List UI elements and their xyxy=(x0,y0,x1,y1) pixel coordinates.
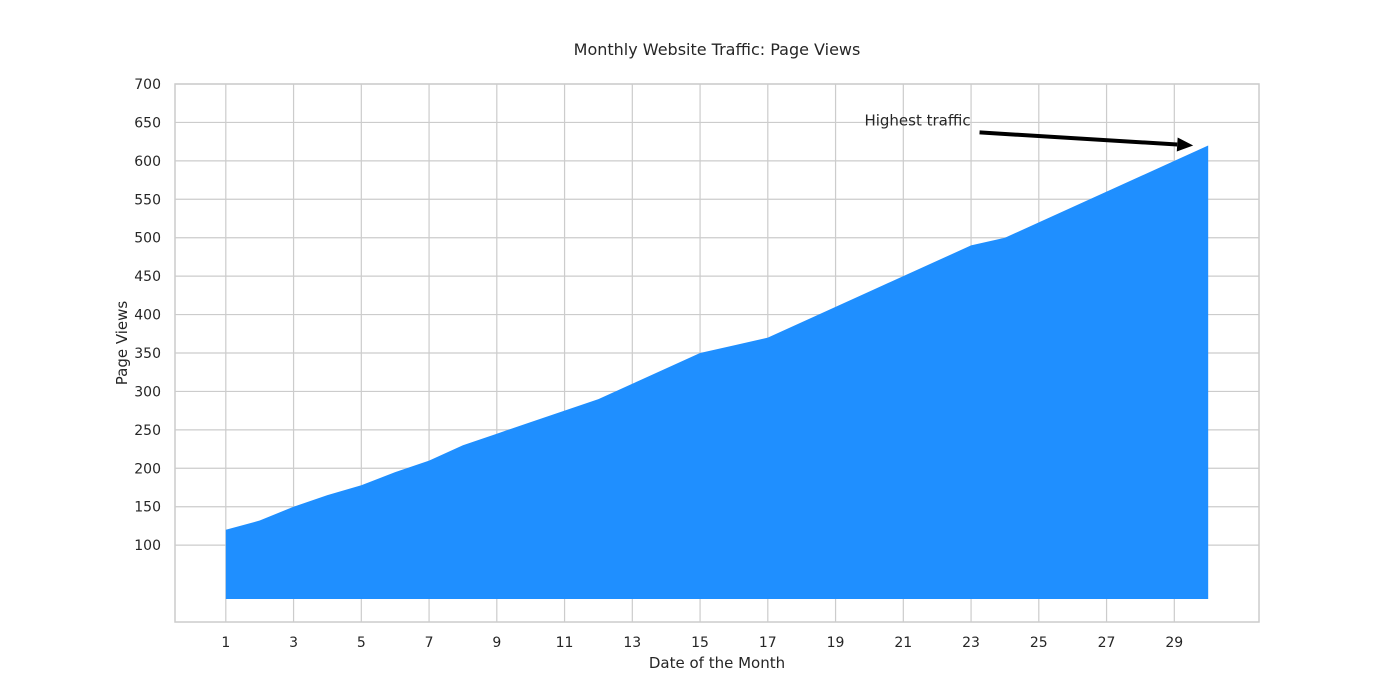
y-tick-label: 500 xyxy=(134,231,161,247)
y-tick-label: 600 xyxy=(134,154,161,170)
x-tick-label: 11 xyxy=(556,635,574,651)
x-tick-label: 3 xyxy=(289,635,298,651)
chart-title: Monthly Website Traffic: Page Views xyxy=(574,40,861,59)
x-tick-label: 15 xyxy=(691,635,709,651)
y-axis-label: Page Views xyxy=(113,301,131,386)
y-tick-label: 350 xyxy=(134,346,161,362)
x-tick-label: 19 xyxy=(827,635,845,651)
area-series xyxy=(225,145,1209,599)
x-tick-label: 17 xyxy=(759,635,777,651)
y-tick-label: 550 xyxy=(134,192,161,208)
annotation-text: Highest traffic xyxy=(864,111,970,129)
y-tick-label: 450 xyxy=(134,269,161,285)
x-tick-label: 1 xyxy=(221,635,230,651)
x-axis-ticks: 1 3 5 7 9 11 13 15 17 19 21 23 25 27 29 xyxy=(221,635,1183,651)
y-tick-label: 100 xyxy=(134,538,161,554)
annotation-arrow-shaft xyxy=(979,130,1178,147)
y-tick-label: 700 xyxy=(134,77,161,93)
x-tick-label: 25 xyxy=(1030,635,1048,651)
y-tick-label: 150 xyxy=(134,500,161,516)
x-tick-label: 29 xyxy=(1165,635,1183,651)
annotation: Highest traffic xyxy=(864,111,1194,152)
plot-frame xyxy=(174,83,1260,623)
x-tick-label: 9 xyxy=(492,635,501,651)
x-tick-label: 13 xyxy=(623,635,641,651)
x-tick-label: 5 xyxy=(357,635,366,651)
y-axis-ticks: 100 150 200 250 300 350 400 450 500 550 600 650 700 xyxy=(134,77,161,554)
x-axis-label: Date of the Month xyxy=(649,654,785,672)
y-tick-label: 300 xyxy=(134,384,161,400)
y-tick-label: 650 xyxy=(134,115,161,131)
y-tick-label: 400 xyxy=(134,308,161,324)
y-tick-label: 200 xyxy=(134,461,161,477)
annotation-arrow-head xyxy=(1176,137,1194,152)
area-fill xyxy=(225,145,1209,599)
x-tick-label: 27 xyxy=(1098,635,1116,651)
x-tick-label: 23 xyxy=(962,635,980,651)
x-tick-label: 7 xyxy=(425,635,434,651)
x-tick-label: 21 xyxy=(894,635,912,651)
y-tick-label: 250 xyxy=(134,423,161,439)
